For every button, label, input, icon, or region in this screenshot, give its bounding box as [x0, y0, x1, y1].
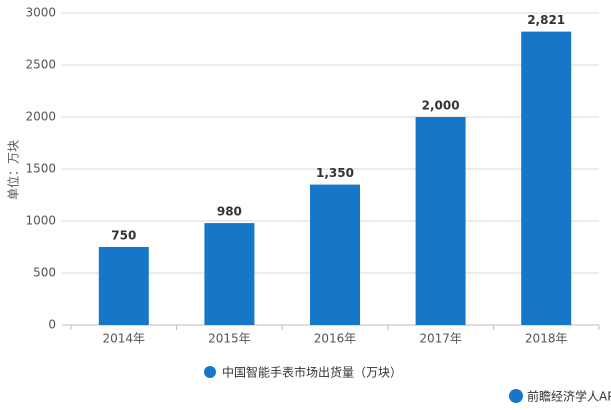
data-label: 750 — [111, 229, 136, 243]
y-tick-label: 2000 — [25, 110, 56, 124]
legend-marker — [204, 366, 216, 378]
x-tick-label: 2017年 — [419, 332, 462, 346]
data-label: 1,350 — [316, 166, 354, 180]
legend-label: 中国智能手表市场出货量（万块） — [222, 365, 402, 380]
y-tick-label: 1500 — [25, 162, 56, 176]
x-tick-label: 2015年 — [208, 332, 251, 346]
x-tick-label: 2016年 — [314, 332, 357, 346]
bar — [98, 247, 149, 325]
y-tick-label: 0 — [48, 318, 56, 332]
bar — [310, 184, 360, 325]
bar — [521, 31, 572, 326]
x-tick-label: 2014年 — [103, 332, 146, 346]
bar — [204, 223, 255, 325]
x-tick-label: 2018年 — [525, 332, 568, 346]
bar — [415, 117, 466, 325]
y-axis-label: 单位：万块 — [6, 140, 21, 200]
y-tick-label: 1000 — [25, 214, 56, 228]
y-tick-label: 2500 — [25, 58, 56, 72]
data-label: 980 — [217, 205, 242, 219]
y-tick-label: 500 — [33, 266, 56, 280]
y-tick-label: 3000 — [25, 6, 56, 20]
footer-icon — [509, 389, 523, 403]
data-label: 2,000 — [422, 99, 460, 113]
footer: 前瞻经济学人APP — [527, 389, 611, 404]
data-label: 2,821 — [527, 13, 565, 27]
